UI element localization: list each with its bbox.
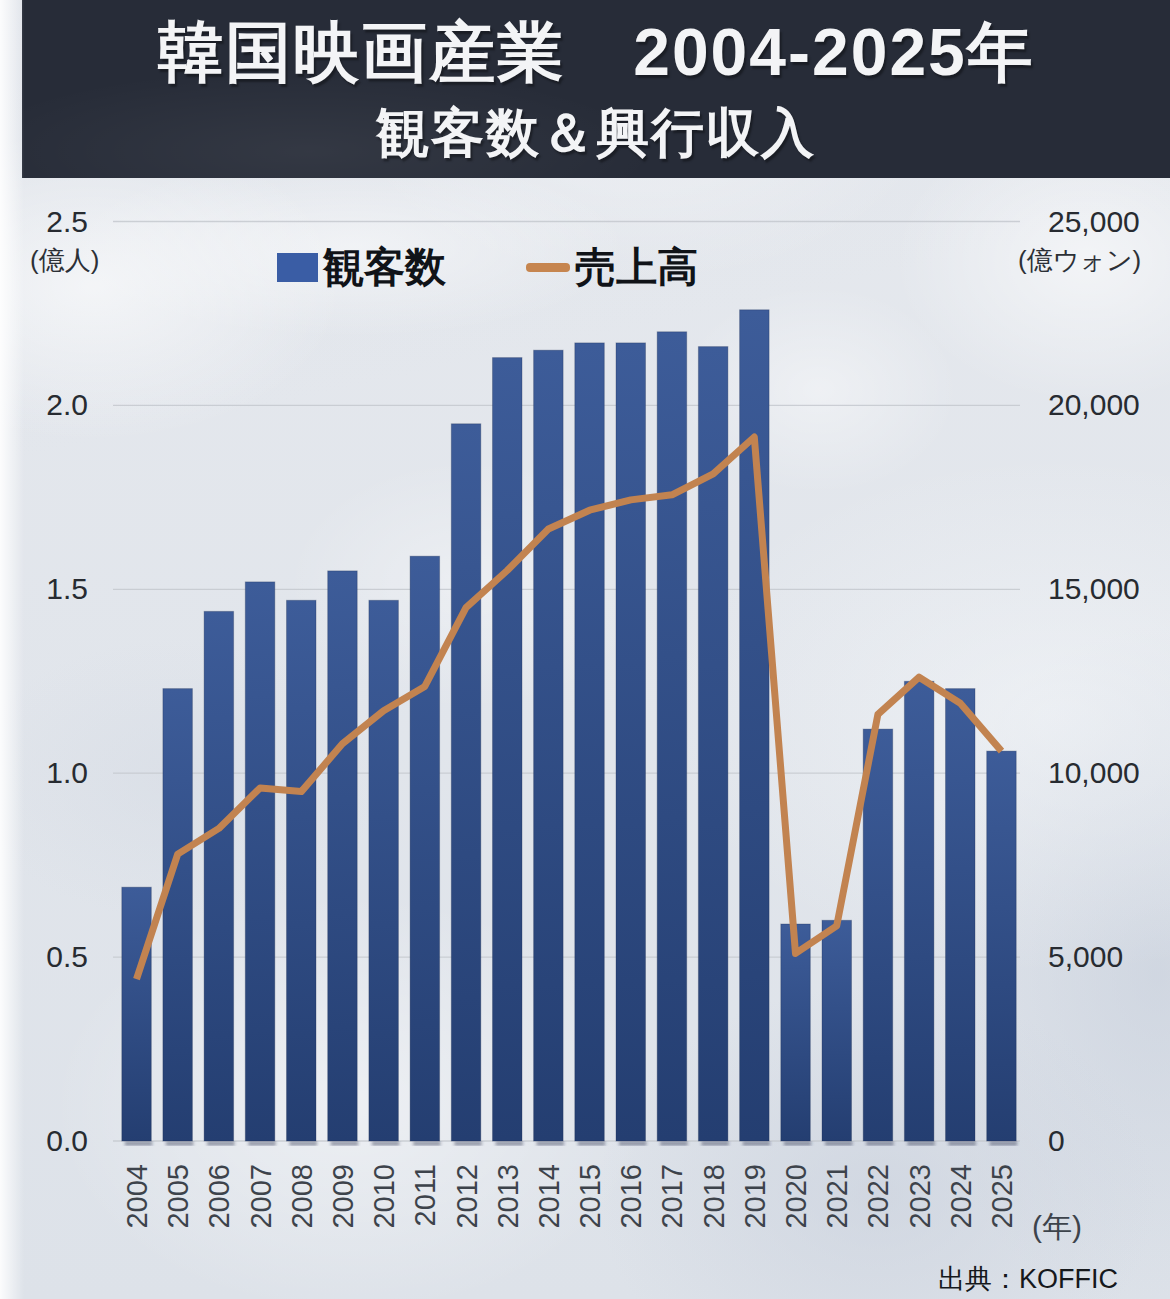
bar-2014: [534, 350, 564, 1141]
infographic-page: 韓国映画産業 2004-2025年 観客数＆興行収入 2004200520062…: [0, 0, 1170, 1299]
right-axis-tick: 15,000: [1048, 572, 1140, 606]
x-tick-label: 2020: [780, 1164, 812, 1229]
source-credit: 出典：KOFFIC: [938, 1261, 1118, 1297]
bar-series-swatch: [277, 253, 318, 282]
bar-2007: [245, 582, 274, 1141]
x-tick-label: 2006: [203, 1164, 235, 1229]
bar-2015: [575, 343, 605, 1141]
right-axis-unit: (億ウォン): [1018, 243, 1141, 278]
left-axis-unit: (億人): [30, 243, 99, 278]
right-axis-tick: 25,000: [1048, 205, 1140, 239]
x-tick-label: 2008: [286, 1164, 318, 1229]
x-tick-label: 2022: [862, 1164, 894, 1229]
x-tick-label: 2009: [327, 1164, 359, 1229]
bar-2013: [493, 358, 523, 1141]
right-axis-tick: 20,000: [1048, 388, 1140, 422]
x-tick-label: 2025: [986, 1164, 1018, 1229]
x-tick-label: 2011: [409, 1164, 441, 1226]
left-light-strip: [0, 0, 24, 1299]
x-tick-label: 2017: [656, 1164, 688, 1229]
bar-2006: [204, 611, 234, 1141]
x-tick-label: 2013: [492, 1164, 524, 1229]
x-tick-label: 2012: [451, 1164, 483, 1229]
bar-2012: [451, 424, 481, 1141]
line-series-swatch: [526, 263, 570, 272]
bar-2004: [122, 887, 152, 1141]
bar-2025: [987, 751, 1017, 1141]
bar-2009: [328, 571, 358, 1141]
right-axis-tick: 10,000: [1048, 756, 1140, 790]
x-tick-label: 2023: [904, 1164, 936, 1229]
bar-2008: [287, 600, 317, 1141]
right-axis-tick: 0: [1048, 1124, 1065, 1158]
bar-2010: [369, 600, 399, 1141]
x-tick-label: 2005: [162, 1164, 194, 1229]
x-tick-label: 2007: [245, 1164, 277, 1229]
bar-2024: [946, 689, 976, 1141]
bar-2021: [822, 920, 852, 1141]
bar-2005: [163, 689, 193, 1141]
x-tick-label: 2024: [945, 1164, 977, 1229]
x-tick-label: 2018: [698, 1164, 730, 1229]
x-tick-label: 2015: [574, 1164, 606, 1229]
bar-2023: [904, 681, 934, 1141]
chart-legend: 観客数 売上高: [277, 240, 698, 295]
bar-2016: [616, 343, 646, 1141]
x-axis-unit: (年): [1032, 1207, 1082, 1248]
x-tick-label: 2014: [533, 1164, 565, 1229]
x-tick-label: 2019: [739, 1164, 771, 1229]
bar-2011: [410, 556, 440, 1141]
bar-2022: [863, 729, 893, 1141]
x-tick-label: 2021: [821, 1164, 853, 1229]
x-tick-label: 2010: [368, 1164, 400, 1229]
bar-series-label: 観客数: [323, 240, 446, 295]
line-series-label: 売上高: [575, 240, 698, 295]
bar-2017: [657, 332, 687, 1141]
right-axis-tick: 5,000: [1048, 940, 1123, 974]
x-tick-label: 2004: [121, 1164, 153, 1229]
chart-plot-area: 2004 2005 2006 2007 2008 2009 2010 2011 2012 2013…: [0, 0, 1170, 1299]
x-tick-label: 2016: [615, 1164, 647, 1229]
